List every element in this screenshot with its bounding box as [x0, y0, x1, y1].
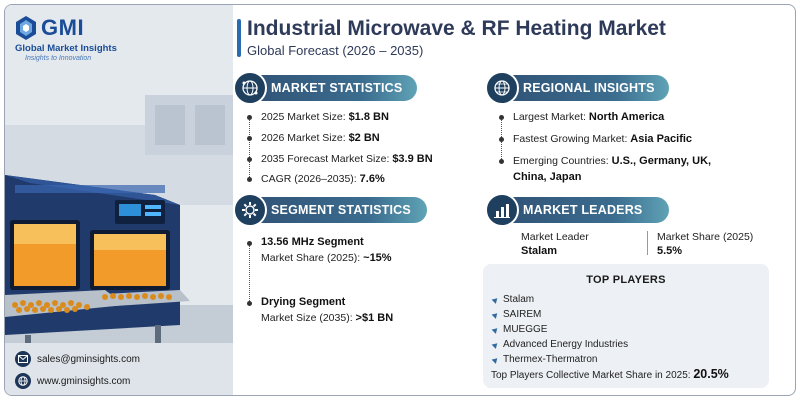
leader-share: 5.5%	[657, 245, 683, 257]
bullet-dot	[499, 137, 504, 142]
bullet-dot	[499, 115, 504, 120]
page-subtitle: Global Forecast (2026 – 2035)	[247, 43, 424, 58]
contact-email-row[interactable]: sales@gminsights.com	[15, 351, 140, 367]
contact-website[interactable]: www.gminsights.com	[37, 375, 131, 387]
stat-value: 7.6%	[359, 173, 385, 185]
stat-value: $1.8 BN	[348, 111, 389, 123]
segment-drying-metric: Market Size (2035): >$1 BN	[261, 312, 393, 324]
region-label: Emerging Countries:	[513, 155, 609, 167]
hero-image-panel: GMI Global Market Insights Insights to I…	[5, 5, 233, 395]
market-leaders-title: MARKET LEADERS	[523, 203, 643, 217]
brand-logo[interactable]: GMI Global Market Insights Insights to I…	[15, 15, 125, 62]
logo-tagline: Insights to Innovation	[25, 55, 92, 62]
stat-row-cagr: CAGR (2026–2035): 7.6%	[261, 173, 385, 185]
gmi-logo-icon	[16, 16, 36, 40]
logo-name: GMI	[41, 15, 85, 40]
bullet-dot	[247, 301, 252, 306]
collective-share-value: 20.5%	[693, 367, 729, 381]
segment-metric-label: Market Size (2035):	[261, 312, 353, 324]
logo-full-name: Global Market Insights	[15, 43, 117, 54]
market-statistics-heading: MARKET STATISTICS	[233, 71, 417, 105]
leader-share-value: 5.5%	[657, 245, 682, 257]
stat-label: 2026 Market Size:	[261, 132, 346, 144]
leader-name: Stalam	[521, 245, 558, 257]
segment-name: Drying Segment	[261, 296, 346, 308]
bullet-dot	[247, 241, 252, 246]
region-value: North America	[588, 111, 665, 123]
segment-metric-value: >$1 BN	[355, 312, 394, 324]
contact-email[interactable]: sales@gminsights.com	[37, 353, 140, 365]
bullet-dot	[247, 115, 252, 120]
globe-icon	[485, 71, 519, 105]
region-value: China, Japan	[513, 171, 582, 183]
segment-name: 13.56 MHz Segment	[261, 236, 364, 248]
region-value: Asia Pacific	[630, 133, 693, 145]
industrial-oven-illustration	[5, 5, 233, 395]
player-item: Thermex-Thermatron	[503, 354, 598, 365]
bullet-dot	[247, 157, 252, 162]
region-fastest-growing: Fastest Growing Market: Asia Pacific	[513, 133, 692, 145]
top-players-title: TOP PLAYERS	[586, 274, 666, 286]
bar-chart-icon	[485, 193, 519, 227]
player-item: SAIREM	[503, 309, 542, 320]
region-emerging-countries-cont: China, Japan	[513, 171, 581, 183]
collective-share-label: Top Players Collective Market Share in 2…	[491, 370, 691, 381]
region-largest-market: Largest Market: North America	[513, 111, 664, 123]
region-value: U.S., Germany, UK,	[611, 155, 712, 167]
segment-13-56-name: 13.56 MHz Segment	[261, 236, 364, 248]
player-item: MUEGGE	[503, 324, 548, 335]
region-emerging-countries: Emerging Countries: U.S., Germany, UK,	[513, 155, 711, 167]
market-statistics-title: MARKET STATISTICS	[271, 81, 403, 95]
stat-label: 2025 Market Size:	[261, 111, 346, 123]
collective-share: Top Players Collective Market Share in 2…	[491, 367, 729, 381]
leader-label: Market Leader	[521, 231, 589, 243]
segment-metric-value: ~15%	[363, 252, 392, 264]
stat-row-2025-size: 2025 Market Size: $1.8 BN	[261, 111, 389, 123]
player-item: Advanced Energy Industries	[503, 339, 629, 350]
stat-value: $3.9 BN	[392, 153, 433, 165]
gear-icon	[233, 193, 267, 227]
stat-label: CAGR (2026–2035):	[261, 173, 357, 185]
title-accent-bar	[237, 19, 241, 57]
bullet-dot	[499, 159, 504, 164]
top-players-panel: TOP PLAYERS Stalam SAIREM MUEGGE Advance…	[483, 264, 769, 388]
stat-row-2026-size: 2026 Market Size: $2 BN	[261, 132, 380, 144]
segment-stats-connector	[249, 243, 250, 305]
regional-insights-title: REGIONAL INSIGHTS	[523, 81, 655, 95]
stat-value: $2 BN	[348, 132, 380, 144]
stat-row-2035-forecast: 2035 Forecast Market Size: $3.9 BN	[261, 153, 433, 165]
segment-statistics-heading: SEGMENT STATISTICS	[233, 193, 427, 227]
regional-insights-heading: REGIONAL INSIGHTS	[485, 71, 669, 105]
segment-drying-name: Drying Segment	[261, 296, 345, 308]
leader-value: Stalam	[521, 245, 557, 257]
globe-network-icon	[233, 71, 267, 105]
globe-icon	[15, 373, 31, 389]
player-item: Stalam	[503, 294, 535, 305]
market-stats-connector	[249, 117, 250, 177]
infographic-frame: GMI Global Market Insights Insights to I…	[4, 4, 796, 396]
leader-share-label: Market Share (2025)	[657, 231, 754, 243]
page-title: Industrial Microwave & RF Heating Market	[247, 17, 666, 40]
region-label: Largest Market:	[513, 111, 586, 123]
segment-statistics-title: SEGMENT STATISTICS	[271, 203, 411, 217]
email-icon	[15, 351, 31, 367]
contact-panel: sales@gminsights.com www.gminsights.com	[5, 343, 233, 395]
market-leaders-heading: MARKET LEADERS	[485, 193, 669, 227]
bullet-dot	[247, 136, 252, 141]
leaders-divider	[647, 231, 648, 255]
segment-13-56-metric: Market Share (2025): ~15%	[261, 252, 392, 264]
bullet-dot	[247, 177, 252, 182]
segment-metric-label: Market Share (2025):	[261, 252, 361, 264]
stat-label: 2035 Forecast Market Size:	[261, 153, 390, 165]
contact-website-row[interactable]: www.gminsights.com	[15, 373, 130, 389]
region-label: Fastest Growing Market:	[513, 133, 628, 145]
